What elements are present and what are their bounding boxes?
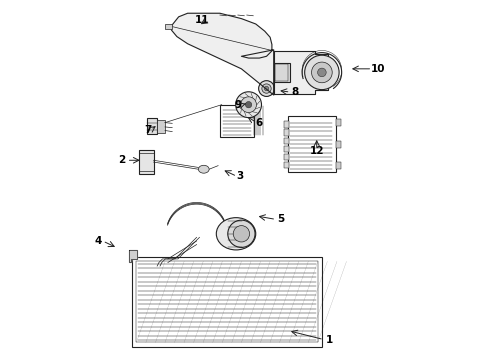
Bar: [147, 118, 157, 134]
Text: 8: 8: [292, 87, 299, 97]
Circle shape: [265, 86, 269, 91]
Text: 12: 12: [310, 146, 324, 156]
Text: 10: 10: [370, 64, 385, 74]
Circle shape: [259, 81, 274, 96]
Polygon shape: [172, 13, 274, 95]
Circle shape: [241, 97, 256, 113]
Polygon shape: [129, 250, 137, 262]
Text: 7: 7: [145, 125, 152, 135]
Text: 2: 2: [118, 155, 125, 165]
Circle shape: [233, 226, 249, 242]
Bar: [337, 140, 341, 148]
Bar: [274, 63, 290, 82]
Bar: [285, 130, 289, 136]
Circle shape: [305, 55, 339, 90]
Bar: [285, 154, 289, 160]
Text: 6: 6: [256, 118, 263, 128]
Circle shape: [262, 84, 271, 93]
Bar: [285, 162, 289, 168]
Bar: [132, 257, 322, 347]
Bar: [285, 138, 289, 144]
Text: 3: 3: [236, 171, 243, 181]
Bar: [157, 120, 165, 133]
Circle shape: [245, 102, 252, 108]
Polygon shape: [274, 51, 328, 94]
Bar: [166, 24, 172, 30]
Ellipse shape: [198, 165, 209, 173]
Text: 4: 4: [94, 236, 101, 246]
Text: 11: 11: [195, 15, 209, 26]
Bar: [288, 116, 337, 172]
Circle shape: [318, 68, 326, 77]
Text: 5: 5: [277, 215, 285, 224]
Text: 9: 9: [234, 100, 242, 110]
Bar: [220, 105, 254, 137]
Circle shape: [312, 62, 332, 83]
Bar: [285, 145, 289, 152]
Text: 1: 1: [326, 334, 333, 345]
Bar: [139, 150, 153, 174]
Bar: [337, 119, 341, 126]
Bar: [337, 162, 341, 169]
Ellipse shape: [216, 218, 256, 250]
Bar: [136, 261, 318, 342]
Circle shape: [228, 220, 255, 247]
Circle shape: [236, 92, 262, 118]
Bar: [285, 121, 289, 128]
Bar: [275, 64, 289, 81]
